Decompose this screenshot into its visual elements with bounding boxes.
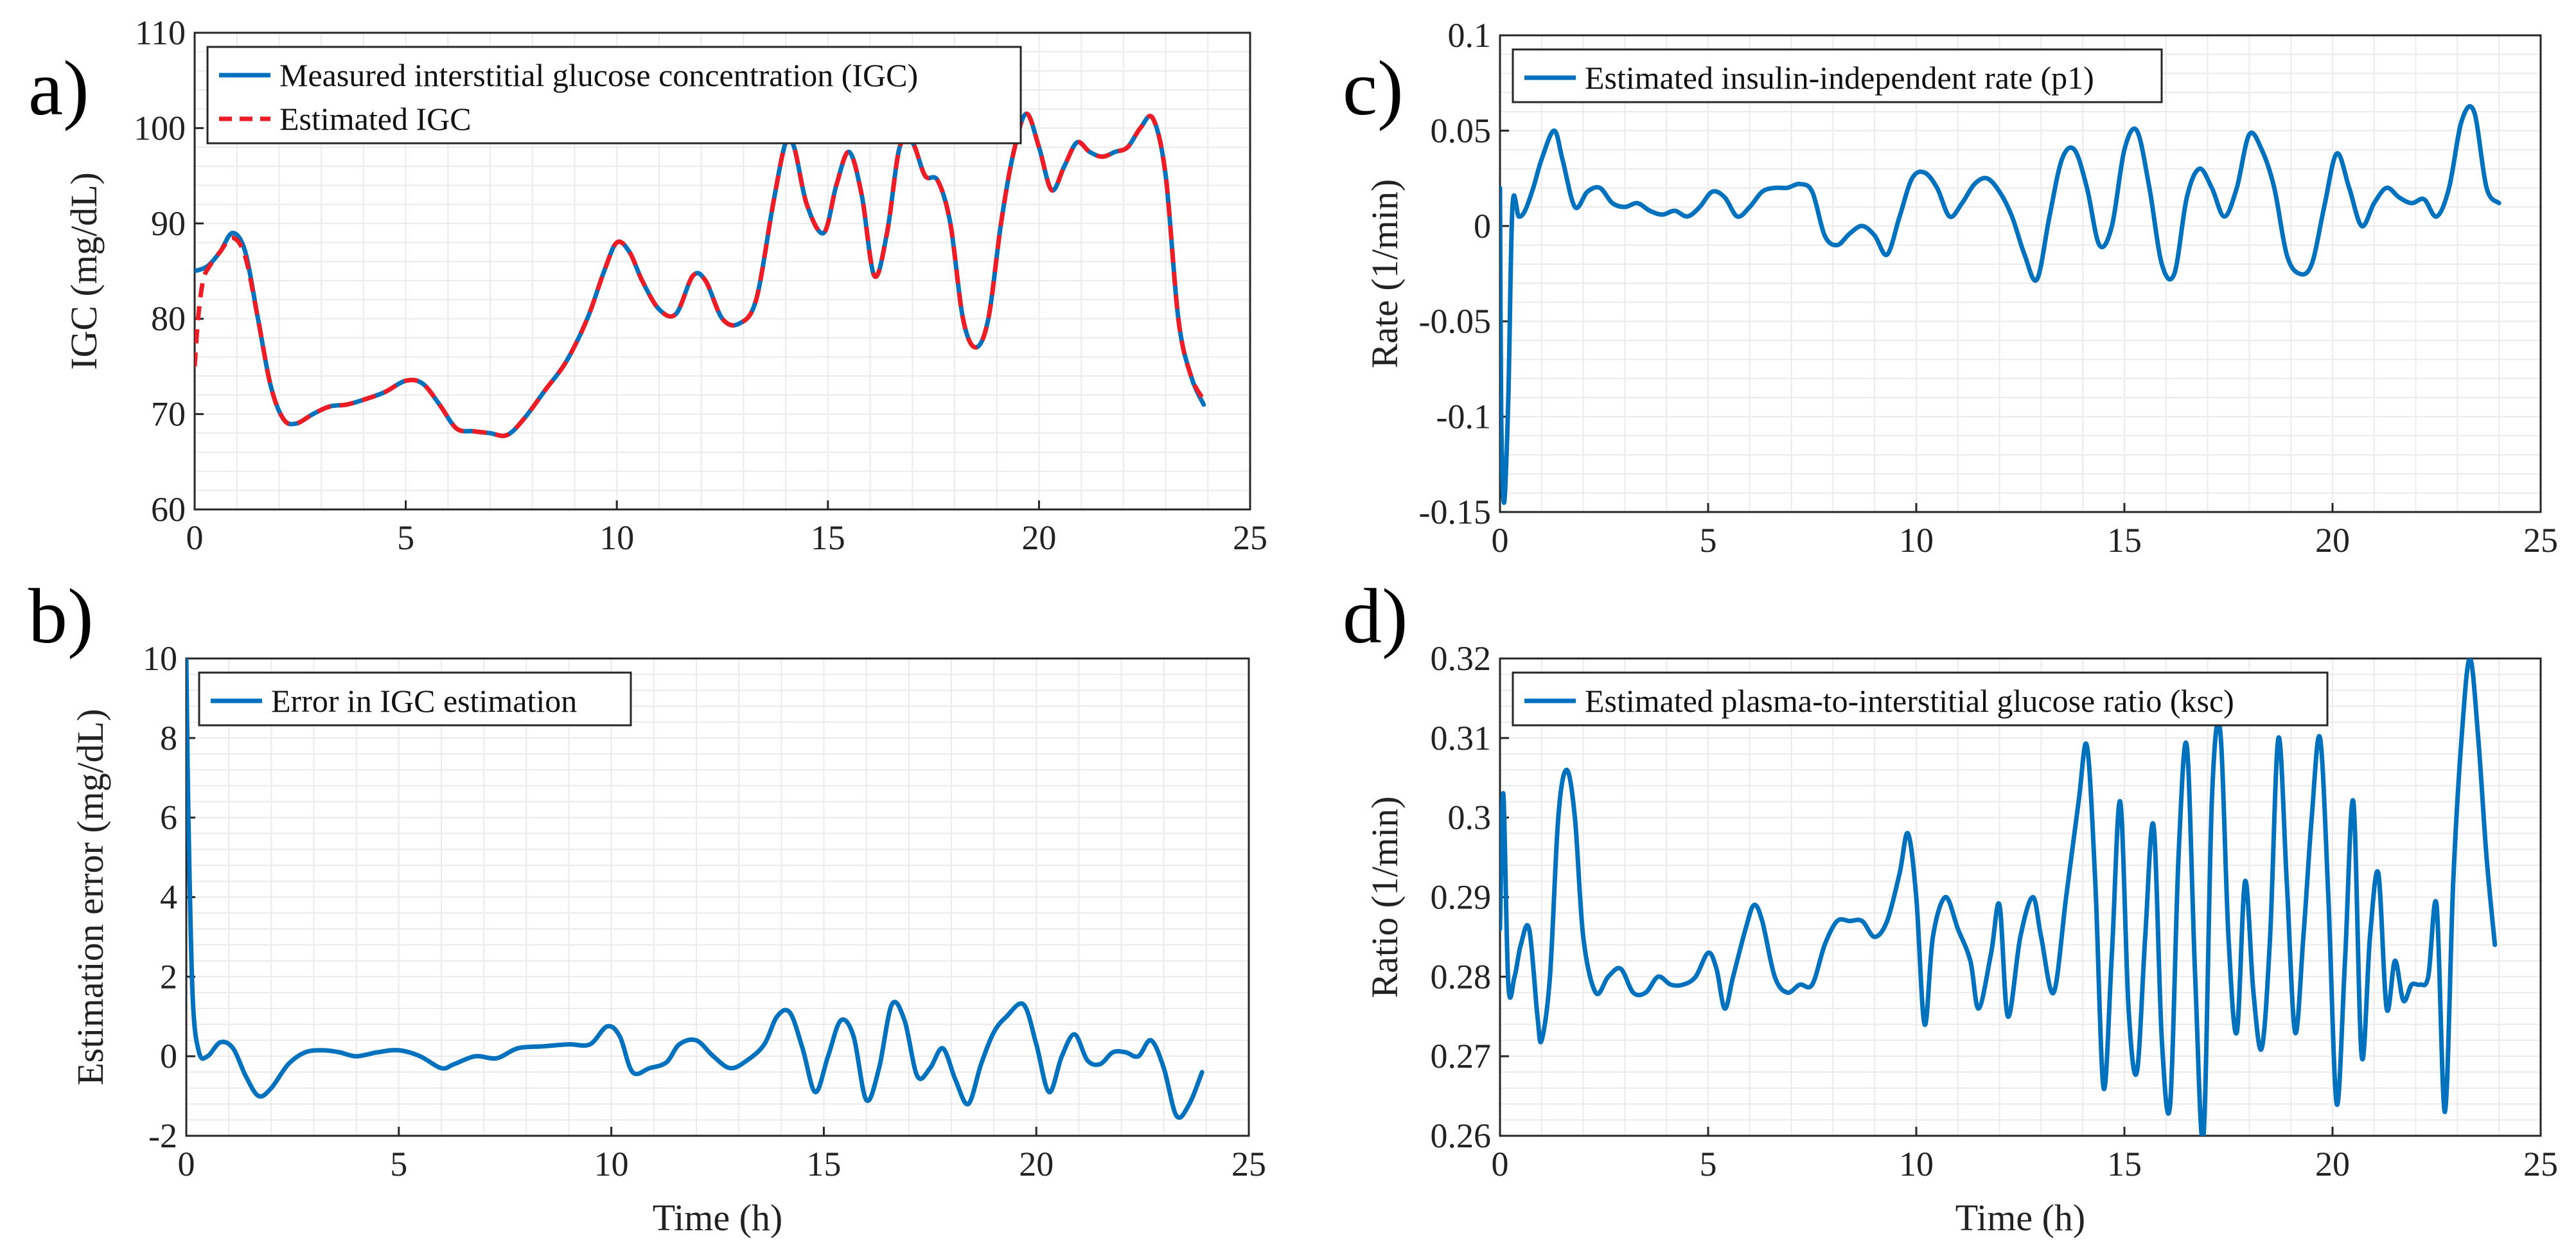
x-tick-label: 20 (2315, 1145, 2350, 1183)
y-tick-label: 4 (160, 878, 177, 917)
panel-label: d) (1343, 573, 1408, 660)
legend-label: Estimated insulin-independent rate (p1) (1585, 60, 2094, 96)
x-axis-label: Time (h) (1955, 1197, 2086, 1239)
legend-box (198, 671, 632, 727)
series-line (186, 658, 1204, 1120)
plot-frame (1499, 34, 2542, 513)
legend-label: Estimated IGC (279, 101, 472, 137)
y-tick-label: 100 (134, 109, 186, 147)
panel-label: a) (28, 45, 89, 132)
y-tick-label: -0.1 (1436, 398, 1491, 436)
legend-box (1512, 48, 2163, 103)
y-tick-label: -0.05 (1419, 302, 1491, 340)
y-axis-label: Estimation error (mg/dL) (69, 709, 111, 1085)
x-tick-label: 15 (2107, 521, 2142, 560)
y-axis-label: IGC (mg/dL) (63, 172, 105, 370)
y-axis-label: Ratio (1/min) (1364, 796, 1406, 998)
y-tick-label: 0.1 (1448, 16, 1492, 55)
x-tick-label: 15 (2107, 1145, 2142, 1183)
y-tick-label: 8 (160, 719, 177, 757)
legend-box (1512, 671, 2329, 727)
y-tick-label: 0.28 (1431, 957, 1492, 996)
x-tick-label: 25 (1231, 1145, 1266, 1183)
x-tick-label: 0 (1492, 521, 1509, 560)
panel-label: c) (1343, 45, 1404, 132)
y-tick-label: 0.29 (1431, 878, 1492, 917)
y-tick-label: 10 (143, 639, 177, 678)
y-tick-label: -0.15 (1419, 493, 1491, 531)
x-tick-label: 10 (599, 518, 634, 557)
x-tick-label: 5 (1700, 1145, 1717, 1183)
y-tick-label: 0.31 (1431, 719, 1492, 757)
series-line (1500, 658, 2498, 1136)
y-axis-label: Rate (1/min) (1364, 179, 1406, 369)
x-tick-label: 20 (1021, 518, 1056, 557)
y-tick-label: 90 (151, 204, 186, 243)
x-tick-label: 0 (178, 1145, 195, 1183)
y-tick-label: 0 (1474, 207, 1491, 245)
y-tick-label: 70 (151, 395, 186, 434)
x-tick-label: 25 (1233, 518, 1267, 557)
x-tick-label: 10 (1899, 521, 1934, 560)
x-tick-label: 10 (1899, 1145, 1934, 1183)
x-tick-label: 15 (806, 1145, 841, 1183)
y-tick-label: -2 (148, 1117, 177, 1155)
x-tick-label: 10 (594, 1145, 629, 1183)
y-tick-label: 60 (151, 490, 186, 529)
y-tick-label: 80 (151, 299, 186, 338)
y-tick-label: 2 (160, 957, 177, 996)
y-tick-label: 6 (160, 799, 177, 837)
legend-label: Estimated plasma-to-interstitial glucose… (1585, 683, 2234, 719)
y-tick-label: 0.27 (1431, 1037, 1492, 1075)
legend-box (206, 46, 1022, 145)
x-tick-label: 5 (390, 1145, 407, 1183)
x-tick-label: 25 (2523, 1145, 2558, 1183)
y-tick-label: 0.05 (1431, 111, 1492, 150)
panel-d: 0 5 10 15 20 25 0.26 0.27 0.28 0.29 0.3 0.31 0.32 Rat… (1343, 573, 2558, 1239)
series-line (1500, 104, 2501, 505)
x-tick-label: 25 (2523, 521, 2558, 560)
y-tick-label: 0.32 (1431, 639, 1492, 678)
y-tick-label: 0.26 (1431, 1117, 1492, 1155)
x-tick-label: 5 (397, 518, 414, 557)
legend-label: Error in IGC estimation (271, 683, 577, 719)
x-axis-label: Time (h) (653, 1197, 783, 1239)
y-tick-label: 0 (160, 1037, 177, 1075)
x-tick-label: 0 (1492, 1145, 1509, 1183)
x-tick-label: 5 (1700, 521, 1717, 560)
x-tick-label: 0 (186, 518, 204, 557)
panel-label: b) (28, 573, 94, 660)
x-tick-label: 20 (1019, 1145, 1054, 1183)
x-tick-label: 20 (2315, 521, 2350, 560)
panel-c: 0 5 10 15 20 25 -0.15 -0.1 -0.05 0 0.05 0.1 Rate (1/… (1343, 16, 2558, 560)
series-line (195, 111, 1206, 438)
y-tick-label: 0.3 (1448, 799, 1492, 837)
series-line (195, 111, 1206, 438)
y-tick-label: 110 (135, 13, 186, 52)
panel-a: 0 5 10 15 20 25 60 70 80 90 100 110 IGC (mg/dL) a) Mea… (28, 13, 1267, 557)
x-tick-label: 15 (811, 518, 845, 557)
legend-label: Measured interstitial glucose concentrat… (279, 57, 918, 93)
